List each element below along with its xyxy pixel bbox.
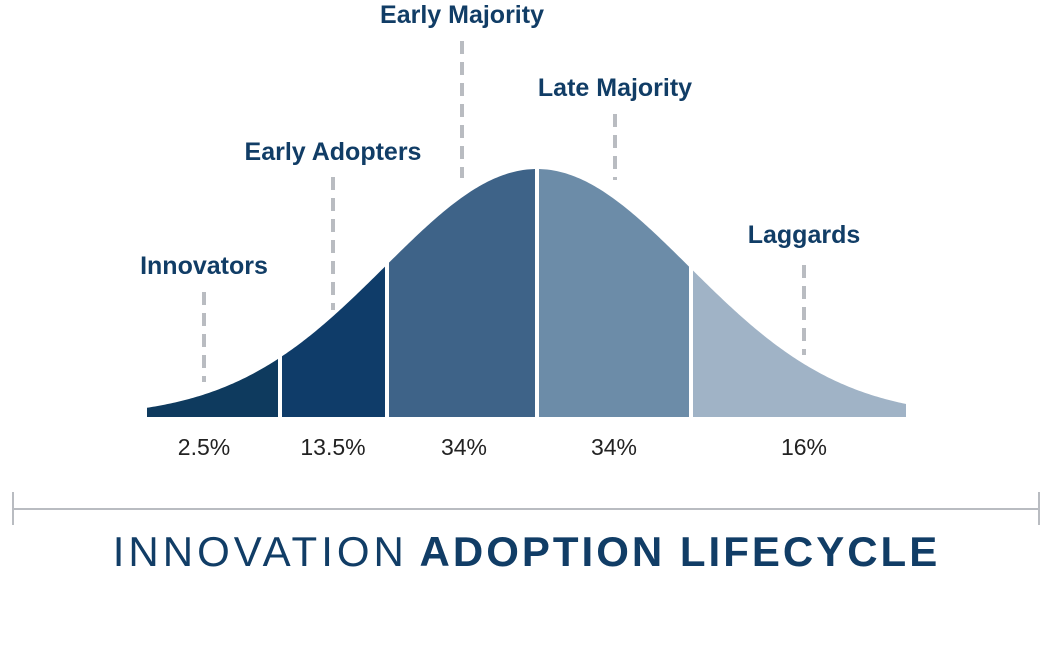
segment-early-adopters bbox=[282, 266, 385, 417]
segment-innovators bbox=[147, 358, 278, 417]
percent-label: 13.5% bbox=[300, 434, 365, 460]
percent-labels: 2.5% 13.5% 34% 34% 16% bbox=[178, 434, 827, 460]
chart-title: INNOVATION ADOPTION LIFECYCLE bbox=[0, 528, 1053, 576]
percent-label: 16% bbox=[781, 434, 827, 460]
percent-label: 34% bbox=[591, 434, 637, 460]
segment-label: Late Majority bbox=[538, 74, 692, 102]
title-light: INNOVATION bbox=[112, 528, 408, 575]
bracket bbox=[12, 492, 1040, 525]
segment-label: Early Majority bbox=[380, 1, 544, 29]
percent-label: 34% bbox=[441, 434, 487, 460]
segment-label: Early Adopters bbox=[245, 138, 422, 166]
percent-label: 2.5% bbox=[178, 434, 230, 460]
segment-laggards bbox=[693, 270, 906, 417]
segment-early-majority bbox=[389, 169, 535, 417]
leader-lines bbox=[202, 41, 806, 382]
segment-late-majority bbox=[539, 169, 689, 417]
segment-label: Innovators bbox=[140, 252, 268, 280]
segment-label: Laggards bbox=[748, 221, 861, 249]
title-bold: ADOPTION LIFECYCLE bbox=[419, 528, 941, 575]
segment-labels: Innovators Early Adopters Early Majority La… bbox=[140, 1, 860, 280]
curve-segments bbox=[147, 169, 906, 417]
